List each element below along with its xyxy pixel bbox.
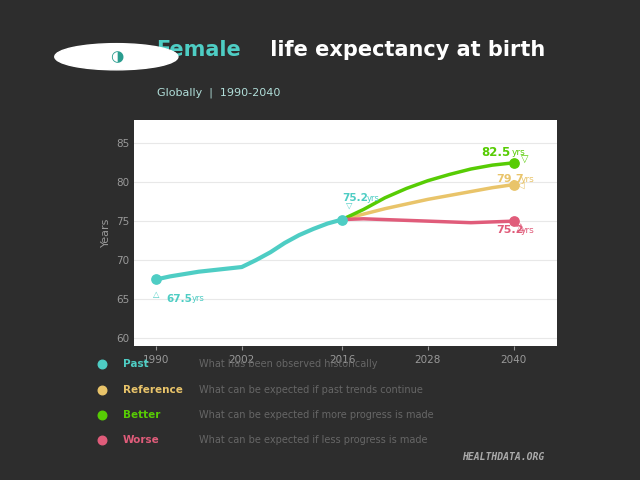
Text: yrs: yrs <box>521 175 535 184</box>
Point <box>151 276 161 283</box>
Text: 75.2: 75.2 <box>342 193 368 203</box>
Text: △: △ <box>517 222 525 231</box>
Point <box>509 217 519 225</box>
Text: What can be expected if past trends continue: What can be expected if past trends cont… <box>199 384 422 395</box>
Text: 82.5: 82.5 <box>482 146 511 159</box>
Text: Reference: Reference <box>123 384 182 395</box>
Point <box>97 386 107 394</box>
Text: Female: Female <box>157 40 241 60</box>
Point <box>337 216 347 223</box>
Text: 75.2: 75.2 <box>496 226 524 236</box>
Circle shape <box>55 44 178 70</box>
Text: ◁: ◁ <box>517 180 525 190</box>
Text: What can be expected if more progress is made: What can be expected if more progress is… <box>199 410 433 420</box>
Point <box>97 360 107 368</box>
Text: yrs: yrs <box>521 226 535 235</box>
Text: 79.7: 79.7 <box>496 174 524 184</box>
Text: yrs: yrs <box>512 148 525 157</box>
Text: What can be expected if less progress is made: What can be expected if less progress is… <box>199 435 428 445</box>
Text: Worse: Worse <box>123 435 159 445</box>
Point <box>97 436 107 444</box>
Text: Globally  |  1990-2040: Globally | 1990-2040 <box>157 88 280 98</box>
Point <box>509 181 519 189</box>
Text: 67.5: 67.5 <box>166 294 193 304</box>
Text: Better: Better <box>123 410 160 420</box>
Text: ▽: ▽ <box>521 154 529 164</box>
Point <box>509 159 519 167</box>
Text: △: △ <box>152 289 159 299</box>
Text: life expectancy at birth: life expectancy at birth <box>263 40 545 60</box>
Text: ◑: ◑ <box>109 49 123 64</box>
Y-axis label: Years: Years <box>100 218 111 248</box>
Text: Past: Past <box>123 359 148 369</box>
Text: yrs: yrs <box>191 294 205 303</box>
Point <box>97 411 107 419</box>
Text: HEALTHDATA.ORG: HEALTHDATA.ORG <box>462 452 545 462</box>
Text: What has been observed historically: What has been observed historically <box>199 359 378 369</box>
Text: yrs: yrs <box>367 194 380 203</box>
Text: ▽: ▽ <box>346 201 352 209</box>
